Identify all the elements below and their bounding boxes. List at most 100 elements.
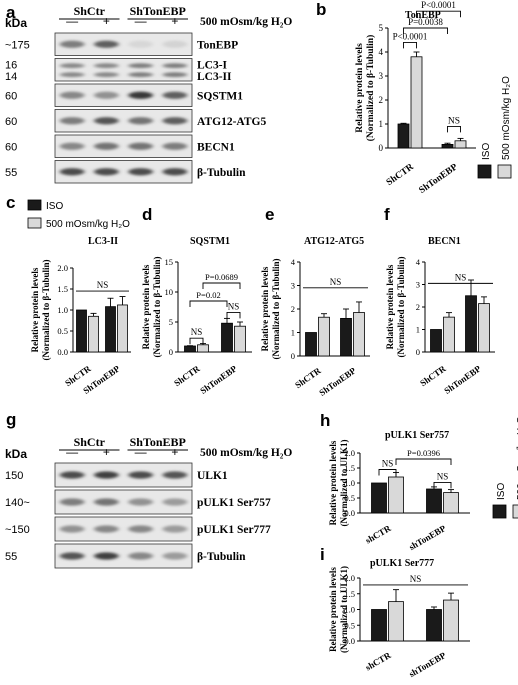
blot-a-band xyxy=(59,117,85,125)
chart-e-category-label: ShCTR xyxy=(293,365,323,390)
chart-b-ytick-label: 1 xyxy=(379,119,384,129)
blot-a-row-frame xyxy=(54,134,193,158)
chart-i-bar xyxy=(426,609,442,642)
blot-a-protein-label: BECN1 xyxy=(197,141,235,153)
chart-i-ytick-label: 0.0 xyxy=(344,636,355,646)
chart-f-bar xyxy=(465,295,477,353)
chart-e-ylabel-line: (Normalized to β-Tubulin) xyxy=(271,259,281,360)
chart-e-ytick-label: 2 xyxy=(291,304,295,314)
chart-d-bar xyxy=(184,345,196,353)
blot-a-band xyxy=(94,40,119,48)
chart-f-title: BECN1 xyxy=(428,236,461,247)
chart-h-annotation-bracket xyxy=(433,481,452,489)
chart-c-ytick-label: 1.5 xyxy=(57,284,68,294)
blot-a-band xyxy=(94,63,119,69)
chart-d-annotation-bracket xyxy=(189,337,204,345)
blot-a-band xyxy=(128,40,153,48)
chart-f-ylabel-line: Relative protein levels xyxy=(385,264,395,349)
blot-a-band xyxy=(128,91,153,99)
chart-b-ytick-label: 3 xyxy=(379,71,384,81)
chart-d-ylabel: Relative protein levels (Normalized to β-… xyxy=(141,257,162,358)
chart-c-ytick-label: 1.0 xyxy=(57,305,68,315)
chart-d-bar xyxy=(234,325,246,353)
blot-a-protein-label: TonEBP xyxy=(197,39,238,51)
chart-b-ylabel: Relative protein levels (Normalized to β-… xyxy=(355,35,376,142)
chart-e-ylabel: Relative protein levels (Normalized to β-… xyxy=(260,259,281,360)
blot-g-marker: 140~ xyxy=(5,497,30,509)
blot-a-lane-sign: — xyxy=(66,14,78,28)
blot-g-group-label: ShTonEBP xyxy=(130,435,186,449)
chart-e-bar xyxy=(305,332,317,357)
chart-b-annotation-text: P=0.0038 xyxy=(408,17,443,27)
blot-a-band xyxy=(162,91,188,99)
chart-f-bar xyxy=(443,316,455,353)
legend-b-iso-label: ISO xyxy=(481,143,492,160)
chart-h-ytick-label: 1.0 xyxy=(344,478,355,488)
chart-h-ytick-label: 1.5 xyxy=(344,463,355,473)
blot-g-lane-sign: — xyxy=(135,445,147,459)
chart-e-bar xyxy=(353,312,365,357)
chart-b-annotation-bracket xyxy=(447,125,461,133)
chart-f-ylabel: Relative protein levels (Normalized to β-… xyxy=(385,257,406,358)
chart-b-ytick-label: 2 xyxy=(379,95,384,105)
chart-h-ylabel-line: Relative protein levels xyxy=(328,440,338,525)
blot-a-band xyxy=(128,168,153,176)
chart-e-bar xyxy=(318,316,330,357)
chart-h-annotation-bracket xyxy=(395,458,452,465)
chart-f-ytick-label: 0 xyxy=(416,347,420,357)
chart-b-annotation-text: NS xyxy=(448,116,460,126)
chart-c-title: LC3-II xyxy=(88,236,118,247)
blot-a-band xyxy=(59,168,85,176)
chart-c-bar xyxy=(76,309,87,353)
chart-d-category-label: ShCTR xyxy=(172,363,202,388)
blot-a-row-frame xyxy=(54,58,193,82)
chart-f-category-label: ShCTR xyxy=(418,363,448,388)
blot-a-band xyxy=(94,117,119,125)
blot-a-band xyxy=(128,117,153,125)
blot-a-group-label: ShTonEBP xyxy=(130,4,186,18)
blot-g-band xyxy=(59,552,85,560)
legend-b-iso-swatch xyxy=(477,164,492,179)
blot-a-treatment-label: 500 mOsm/kg H₂O xyxy=(200,16,292,28)
chart-b-annotation-text: P<0.0001 xyxy=(421,0,456,10)
chart-f: BECN1 0 1 2 3 4 Relative protein levels (Normal… xyxy=(385,236,495,396)
chart-h-ytick-label: 2.0 xyxy=(344,448,355,458)
blot-a-lane-sign: + xyxy=(103,14,110,28)
chart-c-ytick-label: 0.0 xyxy=(57,347,68,357)
chart-d-bar xyxy=(221,322,233,353)
chart-c-ytick-label: 2.0 xyxy=(57,263,68,273)
chart-i-bar xyxy=(388,601,404,642)
panel-letter-c: c xyxy=(6,193,15,212)
panel-letter-f: f xyxy=(384,205,390,224)
blot-a-marker: 16 xyxy=(5,60,17,72)
chart-b-annotation-bracket xyxy=(416,10,461,18)
legend-c-iso-label: ISO xyxy=(46,201,63,212)
chart-b-annotation-bracket xyxy=(403,27,448,34)
chart-h-annotation-text: NS xyxy=(437,471,449,481)
blot-a-group-label: ShCtr xyxy=(74,4,106,18)
blot-a-band xyxy=(59,72,85,78)
chart-d-annotation-text: P=0.02 xyxy=(196,290,220,300)
blot-g-band xyxy=(94,525,119,533)
chart-i-ylabel-line: Relative protein levels xyxy=(328,567,338,652)
chart-b-ytick-label: 0 xyxy=(379,143,384,153)
blot-a-band xyxy=(162,117,188,125)
chart-b-annotation-text: P<0.0001 xyxy=(393,31,428,41)
blot-a-row-frame xyxy=(54,83,193,107)
legend-c-hyper-label: 500 mOsm/kg H₂O xyxy=(46,219,130,230)
chart-h-ylabel-line: (Normalized to ULK1) xyxy=(339,440,349,527)
blot-g-treatment-label: 500 mOsm/kg H₂O xyxy=(200,447,292,459)
chart-i-ylabel-line: (Normalized to ULK1) xyxy=(339,566,349,653)
chart-b-category-label: ShCTR xyxy=(385,162,416,188)
chart-b-ylabel-line: (Normalized to β-Tubulin) xyxy=(365,35,376,142)
blot-a-protein-label: LC3-I xyxy=(197,60,228,72)
blot-g-band xyxy=(128,552,153,560)
blot-a-band xyxy=(94,72,119,78)
chart-f-ytick-label: 1 xyxy=(416,325,420,335)
chart-d-ytick-label: 15 xyxy=(165,257,174,267)
chart-e-ytick-label: 1 xyxy=(291,328,295,338)
